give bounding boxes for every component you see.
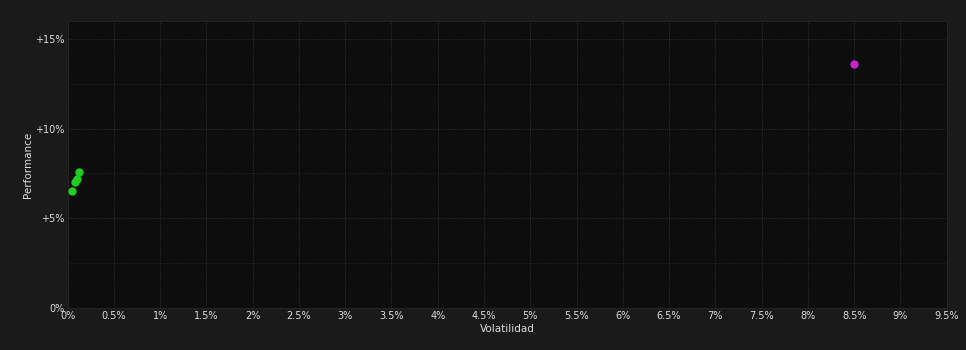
Point: [65, 189, 80, 194]
Y-axis label: Performance: Performance: [22, 131, 33, 198]
Point: [71, 169, 86, 175]
Point: [70, 176, 85, 182]
Point: [68, 180, 83, 185]
X-axis label: Volatilidad: Volatilidad: [480, 323, 534, 334]
Point: [846, 61, 862, 67]
